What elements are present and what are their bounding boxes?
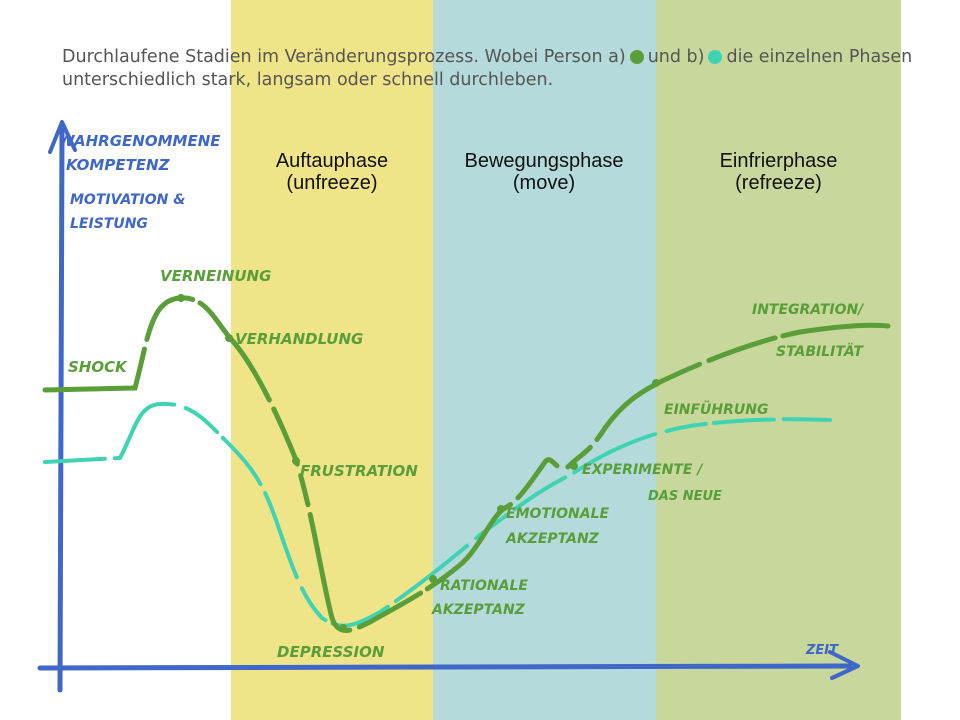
move-phase-band — [433, 0, 656, 720]
stage-dot-verhandlung — [225, 334, 233, 342]
person-b-curve — [43, 401, 832, 628]
stage-label-experimente-2: DAS NEUE — [648, 489, 722, 504]
stage-label-integration-1: INTEGRATION/ — [752, 302, 865, 318]
stage-label-shock: SHOCK — [68, 358, 128, 376]
stage-dot-verneinung — [177, 294, 185, 302]
stage-label-verneinung: VERNEINUNG — [160, 267, 271, 285]
phase-name: Auftauphase — [275, 150, 389, 172]
phase-unfreeze-label: Auftauphase (unfreeze) — [232, 150, 432, 194]
stage-label-verhandlung: VERHANDLUNG — [235, 330, 363, 348]
person-a-marker-icon — [629, 50, 644, 64]
y-label-line-1: WAHRGENOMMENE — [58, 132, 221, 150]
caption-text-3: die einzelnen Phasen unterschiedlich sta… — [62, 47, 913, 90]
stage-label-rationale-1: RATIONALE — [440, 578, 528, 594]
y-label-line-3: MOTIVATION & — [70, 192, 185, 208]
phase-sub: (unfreeze) — [286, 172, 378, 194]
x-axis-arrowhead — [828, 650, 860, 680]
stage-label-depression: DEPRESSION — [277, 643, 385, 661]
phase-sub: (refreeze) — [735, 172, 822, 194]
stage-dot-emotionale — [497, 505, 505, 513]
phase-move-label: Bewegungsphase (move) — [433, 150, 655, 194]
x-axis-label: ZEIT — [805, 643, 839, 658]
phase-refreeze-label: Einfrierphase (refreeze) — [656, 150, 901, 194]
x-axis — [37, 663, 853, 671]
caption-text-1: Durchlaufene Stadien im Veränderungsproz… — [62, 47, 626, 67]
caption-text-2: und b) — [647, 47, 705, 67]
phase-name: Bewegungsphase — [464, 150, 624, 172]
stage-dot-depression — [339, 624, 347, 632]
person-b-marker-icon — [708, 50, 723, 64]
stage-dot-frustration — [292, 457, 300, 465]
stage-label-experimente-1: EXPERIMENTE / — [582, 462, 704, 478]
y-axis — [57, 127, 65, 693]
stage-label-frustration: FRUSTRATION — [300, 462, 418, 480]
stage-label-einfuehrung: EINFÜHRUNG — [664, 400, 769, 418]
phase-name: Einfrierphase — [719, 150, 838, 172]
stage-dot-experimente — [570, 462, 578, 470]
stage-label-rationale-2: AKZEPTANZ — [431, 602, 526, 618]
stage-label-integration-2: STABILITÄT — [776, 343, 864, 360]
y-axis-arrowhead — [48, 120, 77, 154]
diagram-caption: Durchlaufene Stadien im Veränderungsproz… — [62, 46, 922, 92]
stage-label-emotionale-1: EMOTIONALE — [506, 506, 610, 522]
stage-label-emotionale-2: AKZEPTANZ — [505, 531, 600, 547]
stage-dot-einfuehrung — [652, 379, 660, 387]
stage-dot-rationale — [429, 575, 437, 583]
refreeze-phase-band — [656, 0, 901, 720]
phase-sub: (move) — [512, 172, 576, 194]
y-label-line-2: KOMPETENZ — [66, 156, 171, 174]
y-label-line-4: LEISTUNG — [70, 216, 148, 232]
